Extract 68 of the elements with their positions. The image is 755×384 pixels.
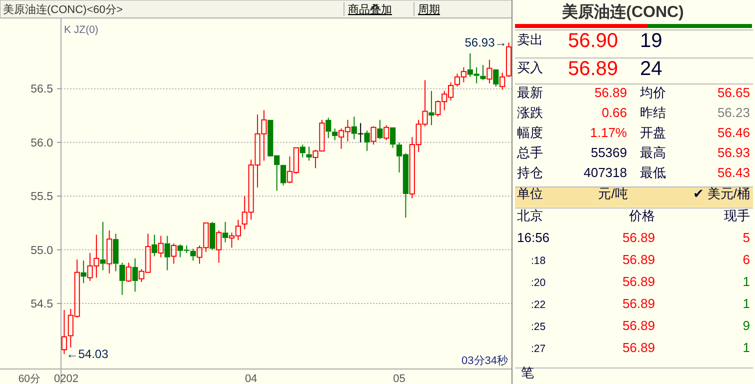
cell: 56.93 (717, 145, 750, 160)
cell: 涨跌 (517, 105, 543, 120)
cell: :25 (531, 321, 546, 333)
cell: 最低 (640, 165, 666, 180)
ytick: 55.5 (30, 191, 53, 204)
cell: 元/吨 (598, 186, 628, 201)
cell: 56.89 (622, 252, 655, 267)
cell: 北京 (517, 208, 543, 223)
cell: 56.89 (622, 230, 655, 245)
cell: 1.17% (590, 125, 627, 140)
ytick: 56.5 (30, 84, 53, 96)
cell: 9 (742, 318, 750, 333)
cell: 开盘 (640, 125, 666, 140)
cell: 56.89 (622, 340, 655, 355)
cell: 56.89 (622, 296, 655, 311)
annotation: 商品叠加 (348, 4, 392, 16)
cell: 5 (742, 230, 750, 245)
cell: :18 (531, 255, 546, 267)
cell: 56.65 (717, 85, 750, 100)
annotation: 周期 (418, 4, 440, 16)
cell: 6 (742, 252, 750, 267)
cell: 1 (742, 340, 750, 355)
cell: 最新 (517, 85, 543, 100)
cell: 幅度 (517, 125, 543, 140)
cell: 56.43 (717, 165, 750, 180)
cell: 买入 (517, 60, 543, 75)
cell: 16:56 (517, 230, 550, 245)
cell: 笔 (521, 365, 534, 380)
cell: 持仓 (517, 165, 543, 180)
ytick: 55.0 (30, 244, 53, 257)
cell: 56.90 (568, 30, 618, 52)
annotation: 56.93→ (464, 36, 507, 50)
cell: 价格 (629, 208, 655, 223)
cell: 0.66 (602, 105, 627, 120)
annotation: ←54.03 (66, 346, 108, 361)
cell: 卖出 (517, 32, 543, 47)
cell: 55369 (590, 145, 627, 160)
cell: ✔ 美元/桶 (692, 186, 750, 201)
cell: 56.89 (594, 85, 627, 100)
cell: 总手 (517, 145, 543, 160)
cell: 1 (742, 296, 750, 311)
xlabel: 60分 (18, 373, 41, 384)
xtick: 0202 (54, 373, 78, 384)
cell: 现手 (724, 208, 750, 223)
annotation: K JZ(0) (64, 24, 98, 36)
title: 美原油连(CONC) (562, 4, 684, 21)
cell: 昨结 (640, 105, 666, 120)
cell: 56.89 (568, 58, 618, 80)
xtick: 05 (393, 373, 406, 384)
cell: 均价 (640, 85, 666, 100)
cell: :20 (531, 277, 546, 289)
annotation: 03分34秒 (462, 355, 508, 367)
cell: 最高 (640, 145, 666, 160)
cell: 1 (742, 274, 750, 289)
cell: 56.89 (622, 274, 655, 289)
cell: 407318 (584, 165, 627, 180)
title: 美原油连(CONC)<60分> (3, 4, 123, 16)
cell: 24 (640, 58, 662, 80)
ytick: 54.5 (30, 298, 53, 310)
cell: 56.46 (717, 125, 750, 140)
ytick: 56.0 (30, 137, 53, 150)
cell: :22 (531, 299, 546, 311)
cell: 单位 (517, 186, 543, 201)
cell: 56.89 (622, 318, 655, 333)
cell: 19 (640, 30, 662, 52)
cell: 56.23 (717, 105, 750, 120)
cell: :27 (531, 343, 546, 355)
xtick: 04 (244, 373, 258, 384)
